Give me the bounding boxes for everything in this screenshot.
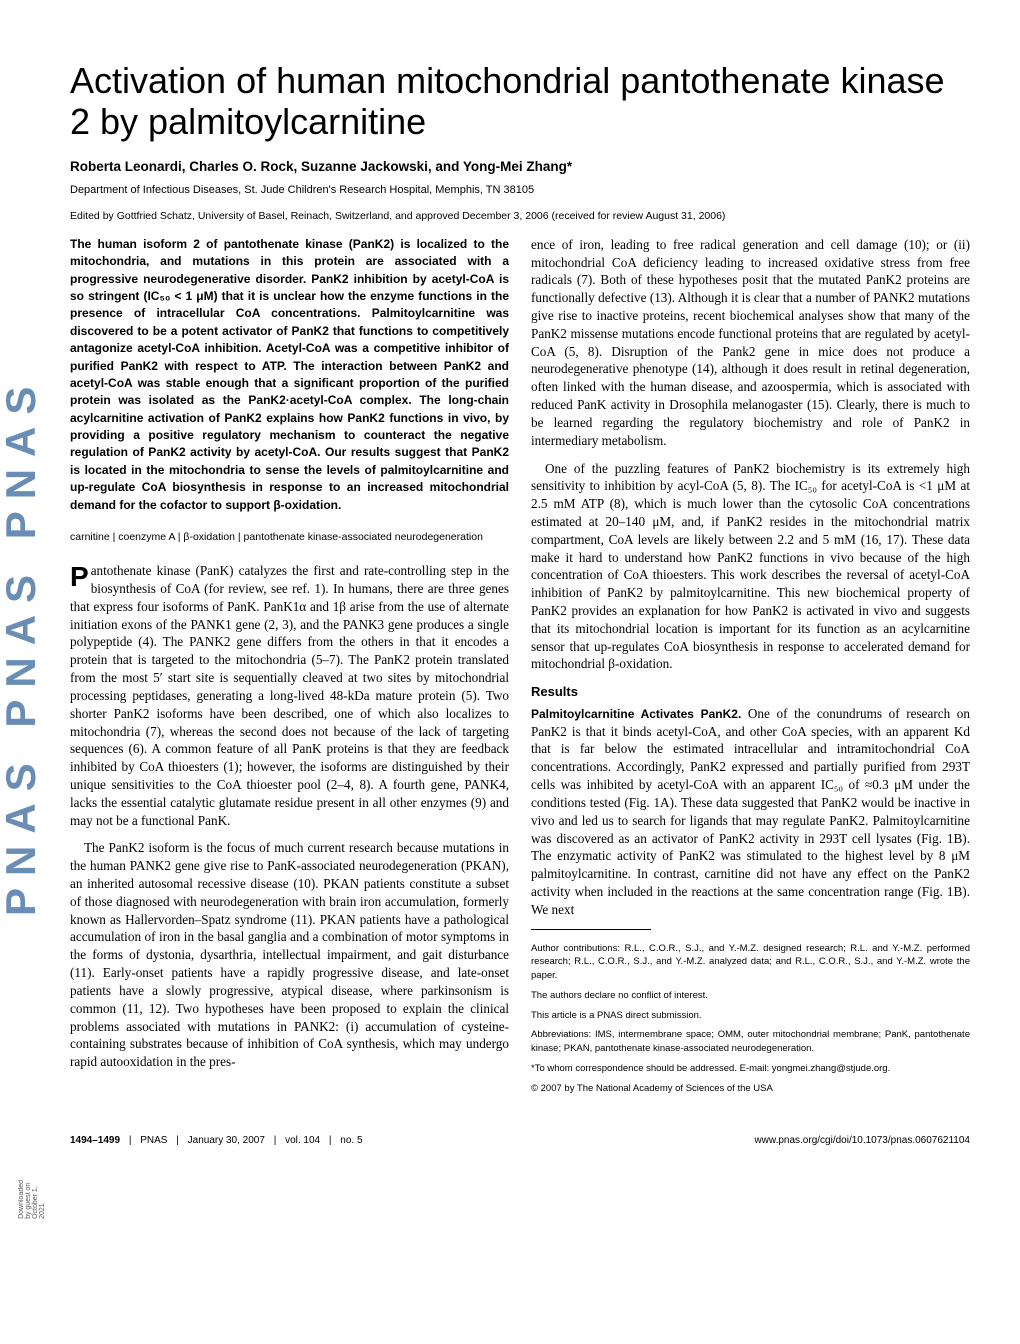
- article-title: Activation of human mitochondrial pantot…: [70, 60, 970, 143]
- direct-submission: This article is a PNAS direct submission…: [531, 1009, 970, 1023]
- body-paragraph-1: Pantothenate kinase (PanK) catalyzes the…: [70, 562, 509, 829]
- abbreviations: Abbreviations: IMS, intermembrane space;…: [531, 1028, 970, 1056]
- page-content: Activation of human mitochondrial pantot…: [70, 0, 970, 1146]
- body-paragraph-4: One of the puzzling features of PanK2 bi…: [531, 460, 970, 674]
- edited-line: Edited by Gottfried Schatz, University o…: [70, 210, 970, 222]
- footer-left: 1494–1499 | PNAS | January 30, 2007 | vo…: [70, 1135, 363, 1146]
- author-contributions: Author contributions: R.L., C.O.R., S.J.…: [531, 942, 970, 983]
- footnote-divider: [531, 929, 651, 930]
- pnas-vertical-logo: PNAS PNAS PNAS: [8, 220, 34, 1070]
- body-text-1: antothenate kinase (PanK) catalyzes the …: [70, 563, 509, 827]
- left-column: The human isoform 2 of pantothenate kina…: [70, 236, 509, 1102]
- results-body: One of the conundrums of research on Pan…: [531, 706, 970, 917]
- results-runin: Palmitoylcarnitine Activates PanK2.: [531, 707, 741, 721]
- footer-date: January 30, 2007: [188, 1135, 265, 1146]
- footnotes: Author contributions: R.L., C.O.R., S.J.…: [531, 942, 970, 1096]
- body-paragraph-3: ence of iron, leading to free radical ge…: [531, 236, 970, 450]
- copyright: © 2007 by The National Academy of Scienc…: [531, 1082, 970, 1096]
- results-heading: Results: [531, 683, 970, 701]
- footer-no: no. 5: [340, 1135, 362, 1146]
- footer-pages: 1494–1499: [70, 1135, 120, 1146]
- right-column: ence of iron, leading to free radical ge…: [531, 236, 970, 1102]
- affiliation: Department of Infectious Diseases, St. J…: [70, 184, 970, 196]
- two-column-body: The human isoform 2 of pantothenate kina…: [70, 236, 970, 1102]
- correspondence: *To whom correspondence should be addres…: [531, 1062, 970, 1076]
- abstract: The human isoform 2 of pantothenate kina…: [70, 236, 509, 514]
- results-paragraph: Palmitoylcarnitine Activates PanK2. One …: [531, 705, 970, 919]
- footer-journal: PNAS: [140, 1135, 167, 1146]
- dropcap: P: [70, 564, 89, 589]
- authors: Roberta Leonardi, Charles O. Rock, Suzan…: [70, 159, 970, 174]
- footer-vol: vol. 104: [285, 1135, 320, 1146]
- keywords: carnitine | coenzyme A | β-oxidation | p…: [70, 530, 509, 544]
- conflict-statement: The authors declare no conflict of inter…: [531, 989, 970, 1003]
- page-footer: 1494–1499 | PNAS | January 30, 2007 | vo…: [70, 1129, 970, 1146]
- footer-url: www.pnas.org/cgi/doi/10.1073/pnas.060762…: [754, 1135, 970, 1146]
- body-paragraph-2: The PanK2 isoform is the focus of much c…: [70, 839, 509, 1071]
- download-note: Downloaded by guest on October 1, 2021: [18, 1180, 46, 1219]
